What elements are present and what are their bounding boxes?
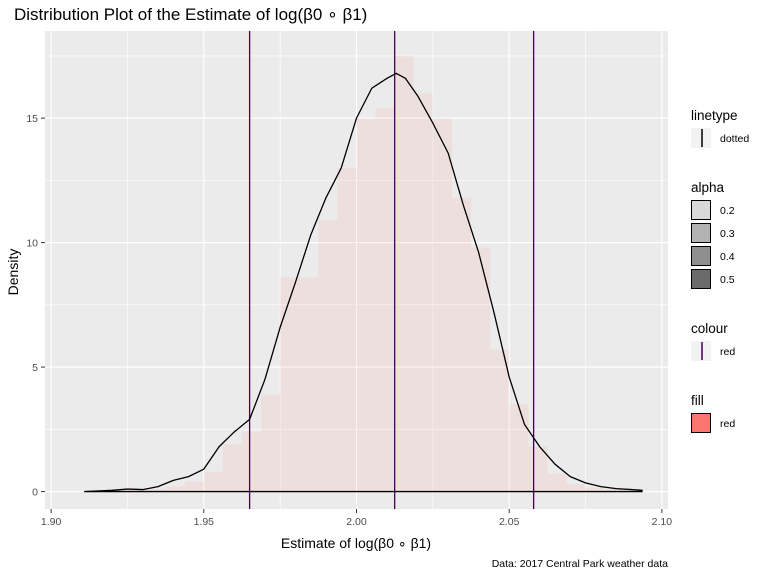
histogram-bar <box>471 247 491 492</box>
histogram-bars <box>89 55 643 492</box>
legend-label: dotted <box>720 133 749 145</box>
legend-title: alpha <box>691 180 725 195</box>
legend-key-bg <box>691 128 711 148</box>
histogram-bar <box>566 484 586 492</box>
legend-label: 0.3 <box>720 228 735 240</box>
x-tick-label: 1.90 <box>41 516 62 528</box>
legend-label: red <box>720 346 735 358</box>
y-tick-label: 0 <box>32 487 38 499</box>
legend-title: linetype <box>691 108 738 123</box>
chart-title: Distribution Plot of the Estimate of log… <box>14 5 367 24</box>
legend-title: fill <box>691 393 704 408</box>
legend-label: 0.5 <box>720 274 735 286</box>
y-tick-label: 15 <box>26 113 38 125</box>
histogram-bar <box>604 489 624 492</box>
histogram-bar <box>318 220 338 492</box>
histogram-bar <box>432 118 452 492</box>
histogram-bar <box>394 55 414 492</box>
y-tick-label: 5 <box>32 362 38 374</box>
legend-key-swatch <box>691 200 711 220</box>
caption: Data: 2017 Central Park weather data <box>492 558 668 570</box>
histogram-bar <box>280 277 300 492</box>
histogram-bar <box>451 197 472 492</box>
y-tick-label: 10 <box>26 238 38 250</box>
x-tick-label: 2.10 <box>652 516 673 528</box>
histogram-bar <box>413 93 433 492</box>
x-tick-label: 1.95 <box>194 516 215 528</box>
histogram-bar <box>165 486 185 492</box>
histogram-bar <box>203 471 223 492</box>
histogram-bar <box>146 489 166 492</box>
x-axis-title: Estimate of log(β0 ∘ β1) <box>281 535 431 551</box>
legend-label: 0.2 <box>720 205 735 217</box>
axis-ticks: 1.90 1.95 2.00 2.05 2.10 0 5 10 15 <box>26 113 672 528</box>
histogram-bar <box>585 487 605 492</box>
legend-key-swatch <box>691 413 711 433</box>
histogram-bar <box>547 474 567 492</box>
density-curve <box>84 72 643 493</box>
legend-key-swatch <box>691 269 711 289</box>
histogram-bar <box>337 167 357 492</box>
legend-key-swatch <box>691 246 711 266</box>
histogram-bar <box>127 489 147 492</box>
density-curve-layer <box>84 72 643 493</box>
histogram-bar <box>222 444 242 492</box>
histogram-bar <box>241 431 262 492</box>
legend-title: colour <box>691 321 728 336</box>
x-tick-label: 2.00 <box>346 516 367 528</box>
histogram-bar <box>375 108 395 492</box>
legend-key-swatch <box>691 223 711 243</box>
histogram-bar <box>184 481 204 492</box>
x-tick-label: 2.05 <box>499 516 520 528</box>
histogram-bar <box>299 277 319 492</box>
histogram-bar <box>528 446 548 492</box>
legend-key-bg <box>691 341 711 361</box>
reference-lines <box>248 31 535 509</box>
histogram-bar <box>509 404 529 492</box>
y-axis-title: Density <box>5 249 21 296</box>
legend-label: 0.4 <box>720 251 735 263</box>
legend: linetype dotted alpha 0.2 0.3 0.4 0.5 colour red… <box>691 108 749 433</box>
legend-label: red <box>720 418 735 430</box>
histogram-bar <box>490 349 510 492</box>
histogram-bar <box>356 118 376 492</box>
histogram-bar <box>261 394 281 492</box>
